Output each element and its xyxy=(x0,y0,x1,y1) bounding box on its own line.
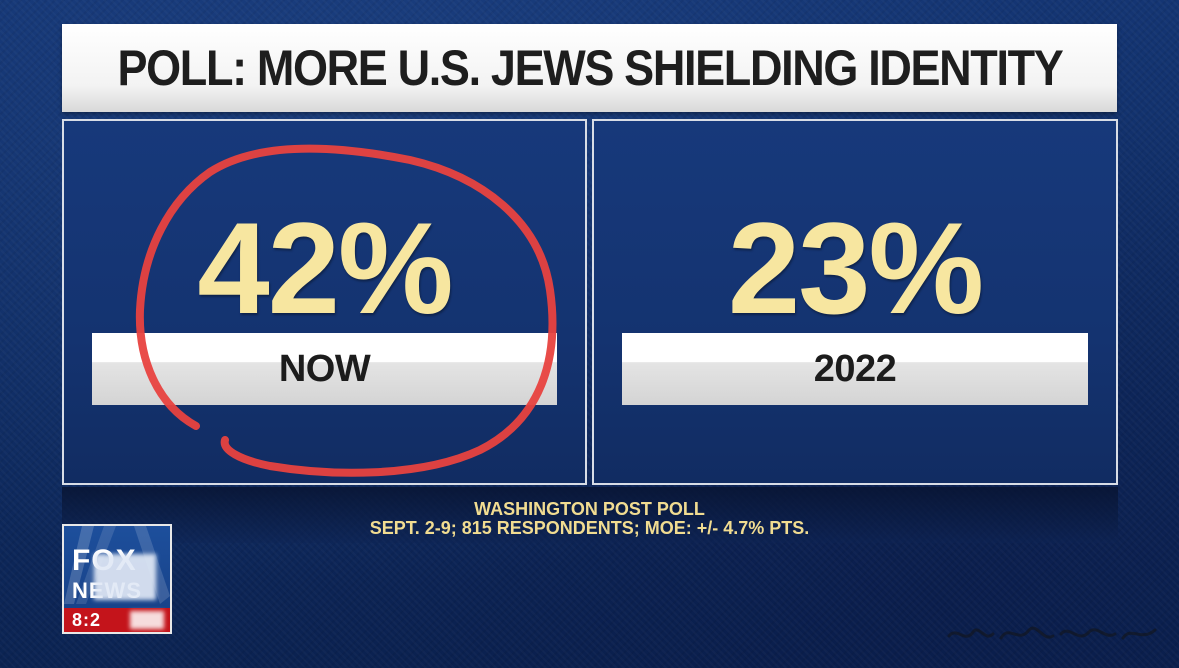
logo-blur-overlay xyxy=(94,554,156,600)
source-band xyxy=(62,487,1118,543)
headline-banner: POLL: MORE U.S. JEWS SHIELDING IDENTITY xyxy=(62,24,1117,112)
clock-blur-overlay xyxy=(130,611,164,629)
headline-title: POLL: MORE U.S. JEWS SHIELDING IDENTITY xyxy=(117,40,1063,96)
clock-bar: 8:2 xyxy=(64,608,170,632)
source-details: SEPT. 2-9; 815 RESPONDENTS; MOE: +/- 4.7… xyxy=(369,518,810,538)
fox-news-logo: FOX NEWS 8:2 xyxy=(62,524,172,634)
stat-label-bar-now: NOW xyxy=(92,333,557,405)
watermark-icon xyxy=(947,626,1157,640)
stat-panel-2022: 23% 2022 xyxy=(592,119,1118,485)
stat-value-now: 42% xyxy=(197,195,453,341)
stat-panel-now: 42% NOW xyxy=(62,119,587,485)
source-title: WASHINGTON POST POLL xyxy=(474,499,705,519)
clock-text: 8:2 xyxy=(72,610,102,630)
stat-value-2022: 23% xyxy=(727,195,984,341)
stat-label-bar-2022: 2022 xyxy=(622,333,1088,405)
stat-label-now: NOW xyxy=(278,347,371,390)
stat-label-2022: 2022 xyxy=(813,347,897,390)
